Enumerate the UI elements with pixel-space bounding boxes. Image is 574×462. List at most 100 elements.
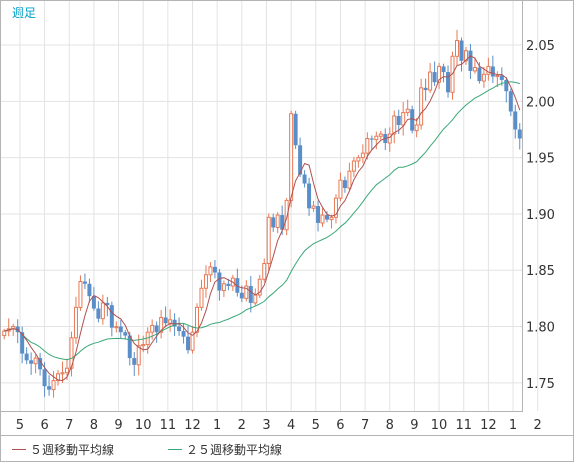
legend: ５週移動平均線 ２５週移動平均線: [0, 436, 574, 462]
candle-body-up: [365, 138, 370, 154]
ma5-line: [4, 55, 521, 382]
candle-body-up: [284, 199, 289, 231]
candle-body-up: [311, 205, 316, 209]
candle-body-up: [244, 285, 249, 299]
candle-body-down: [342, 180, 347, 189]
x-tick-label: 8: [90, 418, 98, 433]
x-tick-label: 10: [135, 418, 152, 433]
candle-body-up: [73, 306, 78, 339]
candle-body-up: [141, 344, 146, 347]
candle-body-down: [212, 266, 217, 273]
candle-body-down: [226, 283, 231, 287]
candle-body-down: [441, 66, 446, 73]
candle-body-up: [378, 133, 383, 137]
candle-body-down: [513, 111, 518, 130]
x-tick-label: 1: [509, 418, 517, 433]
plot-border: [0, 0, 523, 412]
candle-body-up: [401, 112, 406, 126]
candle-body-down: [118, 326, 123, 333]
candle-body-up: [253, 294, 258, 304]
x-tick-label: 4: [287, 418, 295, 433]
candle-body-up: [486, 65, 491, 75]
candle-body-up: [428, 71, 433, 91]
legend-swatch-ma25: [168, 449, 182, 450]
legend-item-ma5: ５週移動平均線: [12, 441, 114, 458]
candle-body-up: [351, 160, 356, 172]
ma25-line: [4, 81, 520, 361]
candle-body-up: [387, 133, 392, 144]
y-tick-label: 2.00: [526, 95, 555, 110]
candle-body-up: [495, 74, 500, 78]
candle-body-down: [127, 335, 132, 359]
candle-body-down: [105, 302, 110, 306]
candle-body-down: [248, 286, 253, 303]
candle-body-down: [298, 145, 303, 175]
candle-body-up: [100, 302, 105, 320]
candle-body-up: [360, 152, 365, 159]
period-label: 週足: [12, 6, 37, 20]
candle-body-up: [51, 380, 56, 391]
candle-body-down: [186, 336, 191, 351]
candle-body-down: [154, 325, 159, 333]
candle-body-down: [490, 66, 495, 77]
candle-body-down: [293, 113, 298, 146]
candle-body-down: [369, 138, 374, 140]
candle-body-down: [109, 305, 114, 328]
candle-body-down: [91, 296, 96, 309]
candle-body-down: [325, 215, 329, 220]
candle-body-down: [316, 206, 321, 223]
candle-body-down: [396, 115, 401, 125]
candle-body-down: [423, 87, 428, 91]
x-tick-label: 2: [534, 418, 542, 433]
x-tick-label: 9: [114, 418, 122, 433]
candle-body-down: [302, 174, 307, 184]
candle-body-up: [190, 331, 195, 351]
candle-body-up: [56, 373, 61, 382]
candle-body-up: [78, 281, 83, 308]
candle-body-up: [33, 357, 38, 365]
candle-body-up: [159, 317, 164, 333]
candle-body-up: [262, 262, 267, 280]
candle-body-down: [87, 283, 92, 297]
y-tick-label: 1.75: [526, 377, 555, 392]
candle-body-down: [163, 317, 168, 324]
candle-body-up: [414, 124, 419, 132]
x-tick-label: 1: [213, 418, 221, 433]
candle-body-down: [517, 129, 522, 139]
legend-item-ma25: ２５週移動平均線: [168, 441, 282, 458]
candle-body-down: [239, 292, 244, 299]
candle-body-down: [20, 332, 25, 354]
candle-body-down: [123, 332, 128, 336]
candle-body-down: [42, 369, 47, 387]
x-tick-label: 8: [386, 418, 394, 433]
x-tick-label: 2: [238, 418, 246, 433]
legend-label-ma5: ５週移動平均線: [30, 443, 115, 457]
candle-body-down: [499, 75, 504, 80]
candle-body-up: [481, 73, 486, 82]
candle-body-down: [477, 67, 482, 82]
candle-body-down: [410, 109, 415, 131]
x-tick-label: 9: [410, 418, 418, 433]
candle-body-up: [329, 216, 334, 221]
candle-body-down: [132, 358, 137, 365]
y-tick-label: 1.85: [526, 264, 555, 279]
x-tick-label: 10: [431, 418, 448, 433]
candle-body-up: [374, 135, 379, 141]
candle-body-up: [405, 108, 410, 114]
candle-body-down: [172, 319, 177, 327]
candle-body-up: [356, 157, 361, 162]
candle-body-up: [221, 283, 226, 292]
candle-body-down: [307, 183, 312, 209]
candle-body-up: [65, 367, 69, 374]
candle-body-up: [150, 324, 155, 333]
candle-body-up: [419, 87, 424, 126]
candle-body-down: [96, 308, 101, 319]
x-tick-label: 7: [361, 418, 369, 433]
candle-body-down: [24, 353, 29, 361]
candle-body-down: [459, 40, 464, 61]
x-tick-label: 5: [16, 418, 24, 433]
candle-body-down: [38, 358, 43, 370]
candle-body-down: [271, 217, 276, 228]
candle-body-up: [455, 40, 459, 57]
